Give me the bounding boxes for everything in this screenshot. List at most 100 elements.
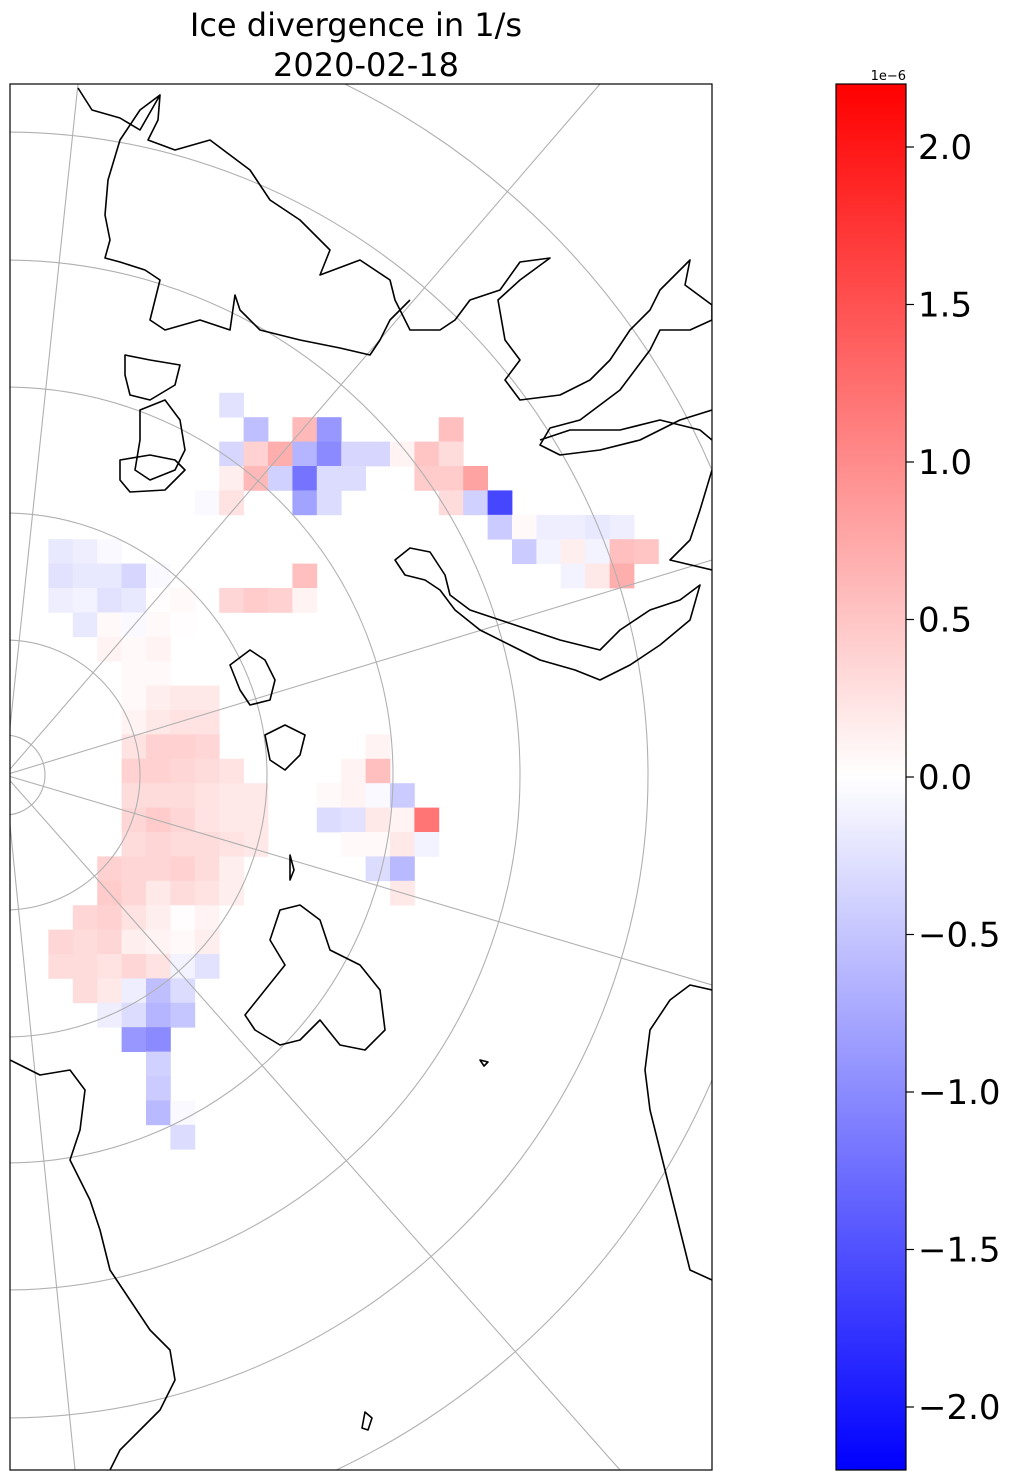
divergence-cell bbox=[170, 832, 196, 857]
chart-subtitle: 2020-02-18 bbox=[273, 46, 459, 84]
divergence-cell bbox=[170, 710, 196, 735]
divergence-cell bbox=[170, 783, 196, 808]
divergence-cell bbox=[72, 978, 98, 1004]
divergence-cell bbox=[121, 880, 147, 906]
divergence-cell bbox=[146, 783, 171, 808]
divergence-cell bbox=[72, 954, 98, 979]
divergence-cell bbox=[170, 588, 196, 613]
divergence-cell bbox=[97, 954, 122, 979]
divergence-cell bbox=[97, 636, 122, 662]
divergence-cell bbox=[219, 466, 244, 491]
latitude-circle bbox=[10, 386, 394, 1164]
divergence-cell bbox=[365, 783, 391, 808]
divergence-cell bbox=[560, 539, 586, 564]
divergence-cell bbox=[72, 612, 98, 638]
divergence-cell bbox=[243, 417, 269, 442]
coastline-greenland-east bbox=[644, 984, 712, 1281]
divergence-cell bbox=[146, 636, 171, 662]
divergence-cell bbox=[341, 807, 366, 833]
coastline-ellesmere-west bbox=[104, 94, 411, 356]
divergence-cell bbox=[390, 856, 415, 882]
divergence-cell bbox=[121, 588, 147, 613]
divergence-cell bbox=[414, 441, 440, 467]
divergence-cell bbox=[219, 758, 244, 784]
divergence-grid-cells bbox=[48, 392, 659, 1150]
divergence-cell bbox=[121, 954, 147, 979]
divergence-cell bbox=[146, 880, 171, 906]
divergence-cell bbox=[634, 539, 659, 564]
map-frame bbox=[9, 83, 713, 1471]
divergence-cell bbox=[341, 466, 366, 491]
divergence-cell bbox=[219, 807, 244, 833]
divergence-cell bbox=[121, 563, 147, 589]
divergence-cell bbox=[97, 929, 122, 955]
divergence-cell bbox=[536, 539, 562, 564]
divergence-cell bbox=[97, 588, 122, 613]
divergence-cell bbox=[146, 978, 171, 1004]
divergence-cell bbox=[243, 441, 269, 467]
divergence-cell bbox=[414, 832, 440, 857]
divergence-cell bbox=[194, 954, 220, 979]
divergence-cell bbox=[316, 417, 342, 442]
divergence-cell bbox=[146, 758, 171, 784]
divergence-cell bbox=[121, 661, 147, 686]
divergence-cell bbox=[414, 466, 440, 491]
divergence-cell bbox=[121, 758, 147, 784]
map-panel bbox=[0, 83, 713, 1471]
divergence-cell bbox=[512, 514, 537, 540]
divergence-cell bbox=[170, 807, 196, 833]
colorbar-tick-label: 0.0 bbox=[918, 758, 972, 798]
divergence-cell bbox=[365, 441, 391, 467]
divergence-cell bbox=[243, 832, 269, 857]
divergence-cell bbox=[97, 539, 122, 564]
divergence-cell bbox=[170, 1100, 196, 1126]
divergence-cell bbox=[48, 588, 74, 613]
divergence-cell bbox=[219, 783, 244, 808]
colorbar-tick-label: −1.5 bbox=[918, 1231, 1001, 1271]
colorbar-tick-label: 1.5 bbox=[918, 286, 972, 326]
divergence-cell bbox=[414, 807, 440, 833]
divergence-cell bbox=[48, 954, 74, 979]
coastline-ellesmere bbox=[77, 87, 712, 456]
divergence-cell bbox=[121, 685, 147, 711]
divergence-cell bbox=[194, 856, 220, 882]
divergence-cell bbox=[536, 514, 562, 540]
colorbar-ticks: 2.0 1.5 1.0 0.5 0.0 −0.5 −1.0 −1.5 −2.0 bbox=[906, 128, 1001, 1428]
divergence-cell bbox=[512, 539, 537, 564]
divergence-cell bbox=[146, 588, 171, 613]
divergence-cell bbox=[170, 856, 196, 882]
divergence-cell bbox=[292, 466, 318, 491]
meridian-line bbox=[0, 775, 5, 1470]
divergence-cell bbox=[194, 905, 220, 930]
divergence-cell bbox=[463, 490, 488, 516]
meridian-line bbox=[10, 775, 712, 986]
divergence-cell bbox=[341, 832, 366, 857]
latitude-circle bbox=[10, 131, 649, 1419]
divergence-cell bbox=[316, 466, 342, 491]
coastline-bathurst bbox=[264, 724, 306, 771]
divergence-cell bbox=[292, 588, 318, 613]
divergence-cell bbox=[365, 807, 391, 833]
coastline-island-e bbox=[289, 854, 295, 881]
colorbar: 1e−6 2.0 1.5 1.0 0.5 0.0 −0.5 −1.0 −1.5 −2.0 bbox=[835, 69, 1001, 1471]
divergence-cell bbox=[146, 1002, 171, 1028]
divergence-cell bbox=[438, 490, 464, 516]
latitude-circle bbox=[10, 259, 521, 1291]
chart-title: Ice divergence in 1/s bbox=[190, 6, 522, 44]
divergence-cell bbox=[170, 1002, 196, 1028]
colorbar-tick-label: 2.0 bbox=[918, 128, 972, 168]
divergence-cell bbox=[194, 832, 220, 857]
divergence-cell bbox=[170, 685, 196, 711]
divergence-cell bbox=[438, 417, 464, 442]
divergence-cell bbox=[121, 783, 147, 808]
coastline-cornwallis bbox=[229, 649, 276, 706]
divergence-cell bbox=[146, 734, 171, 760]
colorbar-gradient bbox=[835, 83, 907, 1471]
meridian-line bbox=[10, 84, 79, 733]
divergence-cell bbox=[219, 392, 244, 418]
latitude-circle bbox=[10, 639, 141, 911]
divergence-cell bbox=[292, 490, 318, 516]
divergence-cell bbox=[97, 612, 122, 638]
divergence-cell bbox=[560, 563, 586, 589]
divergence-cell bbox=[146, 661, 171, 686]
